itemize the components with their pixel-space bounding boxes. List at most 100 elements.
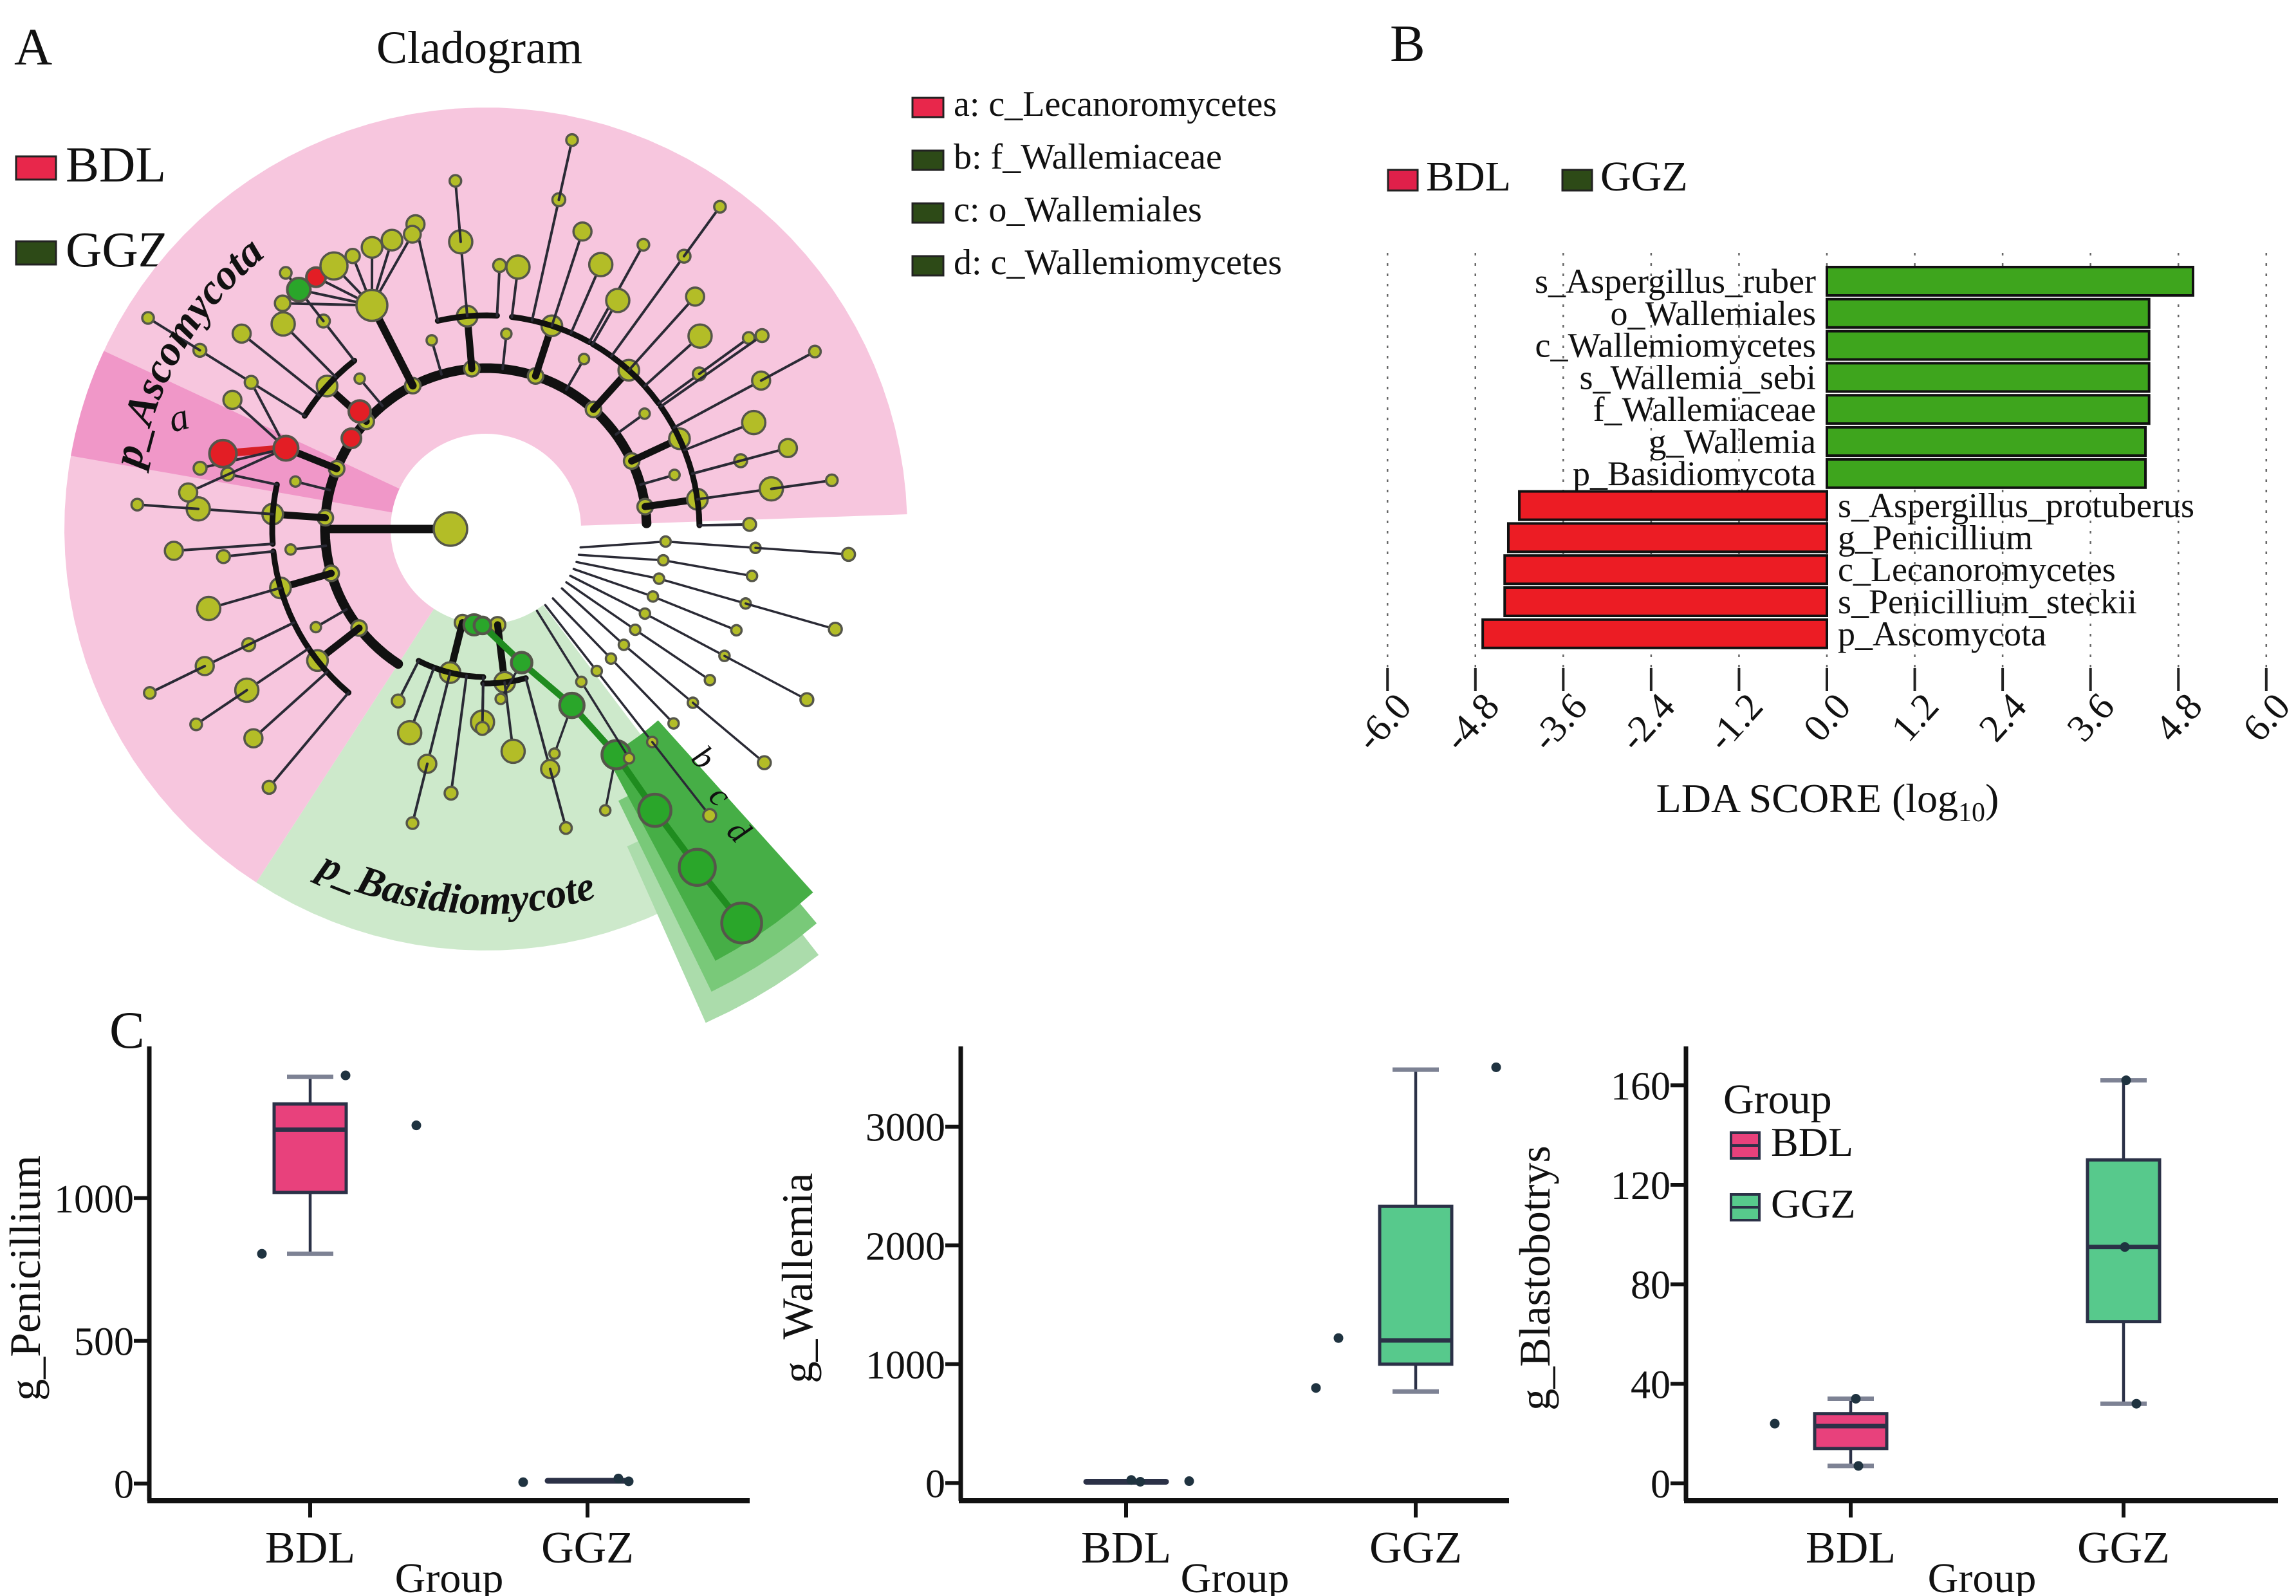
lda-legend-swatch-bdl <box>1387 169 1419 192</box>
leaf-node <box>163 541 184 561</box>
boxplot1-xlabel: Group <box>395 1555 504 1596</box>
y-tick-label: 0 <box>1651 1463 1671 1507</box>
data-point <box>2121 1075 2131 1086</box>
y-tick-label: 2000 <box>866 1225 945 1268</box>
branch <box>565 581 636 631</box>
branch <box>754 546 850 556</box>
ray-node <box>828 621 843 637</box>
branch <box>569 574 646 615</box>
lda-legend-label-ggz: GGZ <box>1600 153 1688 200</box>
branch <box>551 597 613 660</box>
data-point <box>613 1473 624 1483</box>
ray-node <box>667 717 680 730</box>
branch <box>148 665 207 694</box>
leaf-node <box>443 785 459 801</box>
y-tick-label: 80 <box>1631 1264 1671 1308</box>
lda-bar-label: p_Basidiomycota <box>1573 454 1816 493</box>
branch <box>495 264 501 317</box>
green-chain-node <box>558 691 586 719</box>
branch <box>172 543 274 552</box>
branch <box>643 612 726 657</box>
leaf-node <box>189 717 203 732</box>
axis-tick-label: 4.8 <box>2147 685 2210 750</box>
key-label-b: b: f_Wallemiaceae <box>954 137 1222 177</box>
branch <box>759 350 817 382</box>
boxplot1-ylabel: g_Penicillium <box>1 1155 50 1401</box>
panel-c: C g_Penicillium g_Wallemia g_Blastobotry… <box>1 1001 2278 1596</box>
leaf-node <box>500 327 513 340</box>
branch <box>744 602 837 631</box>
leaf-node <box>391 693 406 709</box>
sector-basidiomycota <box>256 529 740 951</box>
branch <box>595 669 654 743</box>
lda-bar <box>1503 586 1829 617</box>
red-hub-node <box>272 434 300 462</box>
lda-bar <box>1826 394 2151 425</box>
lda-legend-label-bdl: BDL <box>1426 153 1511 200</box>
ray-node <box>702 808 718 823</box>
y-tick-label: 1000 <box>866 1344 945 1387</box>
branch <box>579 540 667 549</box>
boxplot-penicillium: 0 500 1000 BDL GGZ <box>54 1046 750 1573</box>
branch <box>544 604 598 673</box>
branch <box>240 332 320 397</box>
ray-node <box>575 675 588 689</box>
leaf-node <box>588 252 614 277</box>
lda-bar <box>1518 490 1829 521</box>
fan-leaf-node <box>380 228 403 252</box>
axis-tick-label: 0.0 <box>1795 685 1858 750</box>
branch <box>572 568 654 598</box>
leaf-node <box>577 353 591 366</box>
leaf-node <box>178 482 199 503</box>
axis-tick-label: -2.4 <box>1611 685 1683 759</box>
branch <box>672 379 763 429</box>
legend-label-ggz: GGZ <box>66 221 169 277</box>
boxplot3-ylabel: g_Blastobotrys <box>1510 1146 1559 1411</box>
lda-bar <box>1826 297 2151 329</box>
leaf-node <box>559 821 573 835</box>
ray-node <box>590 664 604 678</box>
leaf-node <box>222 389 243 411</box>
leaf-node <box>742 517 757 532</box>
leaf-node <box>279 266 293 280</box>
box <box>272 1102 348 1194</box>
axis-tick-label: 2.4 <box>1971 685 2035 750</box>
branch <box>411 762 429 825</box>
fan-hub-node <box>355 288 389 322</box>
leaf-node <box>687 323 713 349</box>
leaf-node <box>396 719 423 746</box>
lda-bar-label: p_Ascomycota <box>1838 615 2046 653</box>
ray-node <box>604 652 618 665</box>
root-node <box>432 511 468 547</box>
lda-bar-label: s_Aspergillus_protuberus <box>1838 487 2194 525</box>
legend-swatch-ggz <box>15 240 57 266</box>
box <box>1813 1412 1889 1451</box>
leaf-node <box>270 311 296 337</box>
boxplot3-legend-title: Group <box>1723 1076 1832 1123</box>
ray-node <box>757 755 772 770</box>
lda-bar-label: c_Wallemiomycetes <box>1535 326 1816 365</box>
panel-c-label: C <box>109 1001 145 1059</box>
panel-b: B BDL GGZ -6.0 -4.8 -3.6 -2.4 -1.2 0.0 1.2 2.4 3… <box>1347 14 2296 828</box>
lda-bar <box>1826 426 2147 457</box>
boxplot2-ylabel: g_Wallemia <box>773 1173 822 1384</box>
ray-node <box>799 692 815 708</box>
red-ring-node <box>340 427 363 450</box>
red-ring-node <box>347 399 372 424</box>
ray-node <box>703 674 716 687</box>
leaf-node <box>243 728 264 748</box>
y-tick-label: 1000 <box>54 1178 134 1221</box>
axis-tick-label: -4.8 <box>1435 685 1508 759</box>
branch <box>657 373 701 405</box>
leaf-node <box>494 692 507 705</box>
boxplot2-xlabel: Group <box>1181 1555 1290 1596</box>
branch <box>524 676 551 770</box>
key-swatch-b <box>911 149 945 171</box>
leaf-node <box>310 620 322 634</box>
lda-bar <box>1826 266 2194 297</box>
lda-bar-label: g_Wallemia <box>1649 422 1816 461</box>
boxplot3-legend-label-bdl: BDL <box>1771 1119 1853 1165</box>
leaf-node <box>243 375 259 390</box>
key-label-a: a: c_Lecanoromycetes <box>954 84 1277 124</box>
